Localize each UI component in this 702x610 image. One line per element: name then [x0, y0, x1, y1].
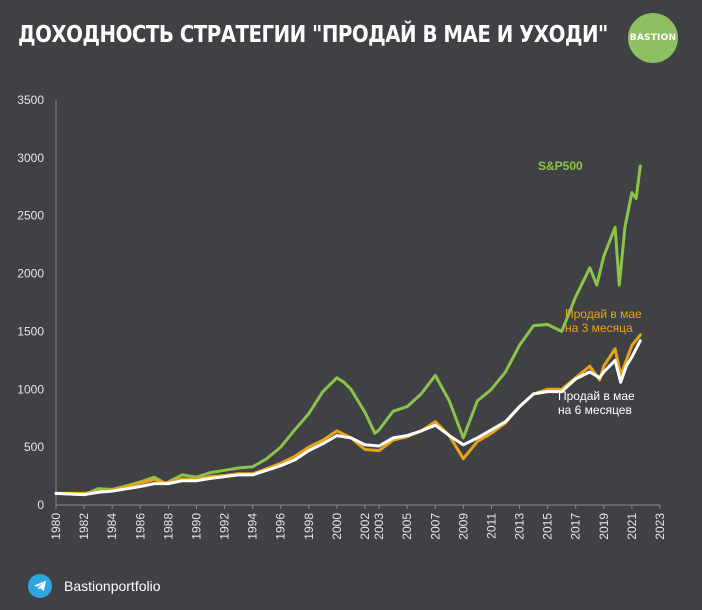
x-tick-label: 2019: [597, 513, 611, 540]
x-tick-label: 1984: [105, 513, 119, 540]
axes: 0 500 1000 1500 2000 2500 3000 3500 1980 1982 1984…: [17, 93, 667, 540]
x-tick-label: 1988: [161, 513, 175, 540]
x-tick-label: 2015: [541, 513, 555, 540]
series-label-1: на 3 месяца: [565, 321, 633, 335]
y-tick-label: 1000: [17, 382, 44, 396]
footer-handle[interactable]: Bastionportfolio: [64, 578, 161, 594]
footer: Bastionportfolio: [28, 574, 161, 598]
page-title: ДОХОДНОСТЬ СТРАТЕГИИ "ПРОДАЙ В МАЕ И УХО…: [18, 22, 608, 48]
y-tick-label: 1500: [17, 324, 44, 338]
x-tick-label: 1998: [302, 513, 316, 540]
x-tick-label: 1994: [246, 513, 260, 540]
y-tick-label: 0: [37, 498, 44, 512]
x-tick-label: 1980: [49, 513, 63, 540]
bastion-logo: BASTION: [628, 13, 678, 63]
series-label-2: Продай в мае: [558, 389, 635, 403]
x-tick-label: 2002: [358, 513, 372, 540]
x-tick-label: 2017: [569, 513, 583, 540]
y-tick-label: 2500: [17, 209, 44, 223]
series-label-0: S&P500: [538, 159, 583, 173]
x-tick-label: 2000: [330, 513, 344, 540]
x-tick-label: 2011: [484, 513, 498, 539]
y-tick-label: 500: [24, 440, 44, 454]
x-tick-label: 1982: [77, 513, 91, 540]
x-tick-label: 1990: [189, 513, 203, 540]
x-tick-label: 2013: [513, 513, 527, 540]
x-tick-label: 2005: [400, 513, 414, 540]
x-tick-label: 2007: [428, 513, 442, 540]
series-line-0: [54, 164, 642, 497]
series-line-1: [54, 333, 642, 495]
series-line-2: [54, 339, 642, 497]
x-tick-label: 2021: [625, 513, 639, 540]
y-tick-label: 2000: [17, 267, 44, 281]
x-tick-label: 2003: [372, 513, 386, 540]
x-tick-label: 1996: [274, 513, 288, 540]
series-label-2: на 6 месяцев: [558, 403, 632, 417]
x-tick-label: 2023: [653, 513, 667, 540]
y-tick-label: 3500: [17, 93, 44, 107]
x-tick-label: 2009: [456, 513, 470, 540]
series-label-1: Продай в мае: [565, 307, 642, 321]
telegram-icon[interactable]: [28, 574, 52, 598]
y-tick-label: 3000: [17, 151, 44, 165]
series-layer: [54, 164, 642, 497]
x-tick-label: 1986: [133, 513, 147, 540]
bastion-logo-text: BASTION: [629, 33, 677, 43]
x-tick-label: 1992: [218, 513, 232, 540]
